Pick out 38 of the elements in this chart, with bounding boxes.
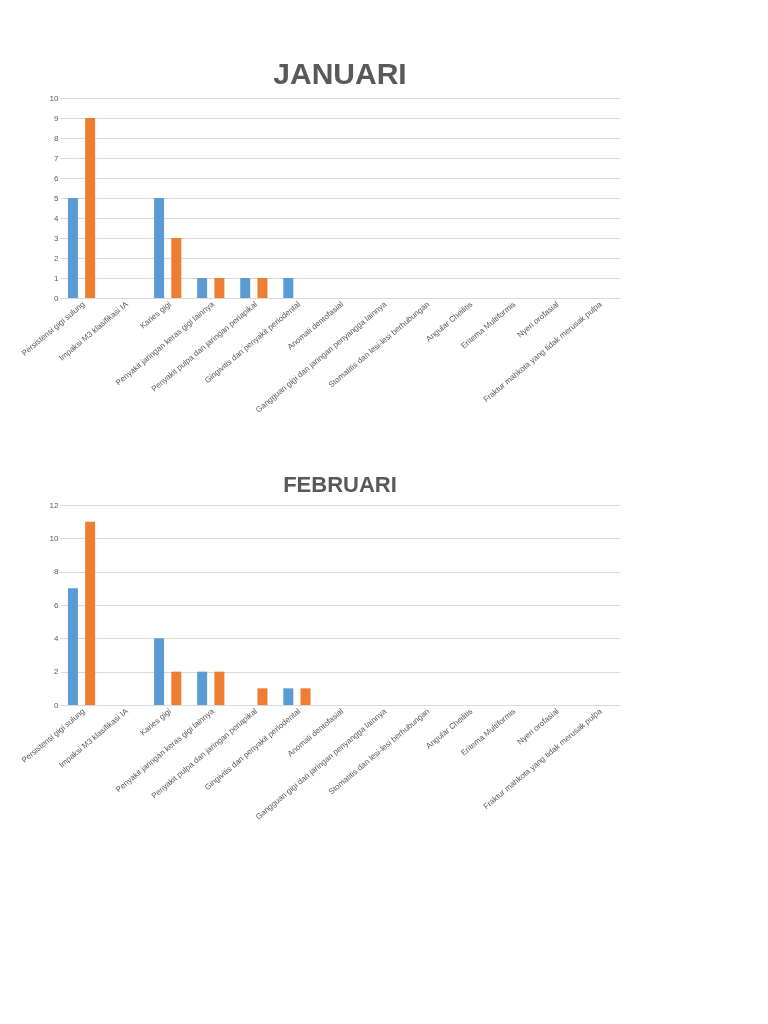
bar	[283, 688, 294, 705]
bar	[171, 238, 182, 298]
bar	[300, 688, 311, 705]
bar	[283, 278, 294, 298]
bar	[214, 278, 225, 298]
chart-title: JANUARI	[273, 57, 407, 90]
y-tick-label: 3	[54, 233, 60, 243]
bar	[85, 118, 96, 298]
bar	[197, 278, 208, 298]
y-tick-label: 8	[54, 567, 60, 577]
y-tick-label: 5	[54, 193, 60, 203]
y-tick-label: 4	[54, 213, 60, 223]
y-tick-label: 6	[54, 600, 60, 610]
y-tick-label: 2	[54, 667, 60, 677]
y-tick-label: 2	[54, 253, 60, 263]
bar	[85, 521, 96, 705]
bar	[154, 638, 165, 705]
y-tick-label: 1	[54, 273, 60, 283]
bar	[67, 588, 78, 705]
bar	[197, 671, 208, 705]
bar	[67, 198, 78, 298]
y-tick-label: 10	[49, 93, 60, 103]
y-tick-label: 8	[54, 133, 60, 143]
bar	[171, 671, 182, 705]
y-tick-label: 10	[49, 533, 60, 543]
chart-title: FEBRUARI	[283, 472, 397, 497]
y-tick-label: 0	[54, 293, 60, 303]
y-tick-label: 12	[49, 500, 60, 510]
y-tick-label: 0	[54, 700, 60, 710]
bar	[154, 198, 165, 298]
bar	[257, 278, 268, 298]
bar	[240, 278, 251, 298]
y-tick-label: 7	[54, 153, 60, 163]
y-tick-label: 6	[54, 173, 60, 183]
y-tick-label: 4	[54, 633, 60, 643]
y-tick-label: 9	[54, 113, 60, 123]
bar	[214, 671, 225, 705]
bar	[257, 688, 268, 705]
